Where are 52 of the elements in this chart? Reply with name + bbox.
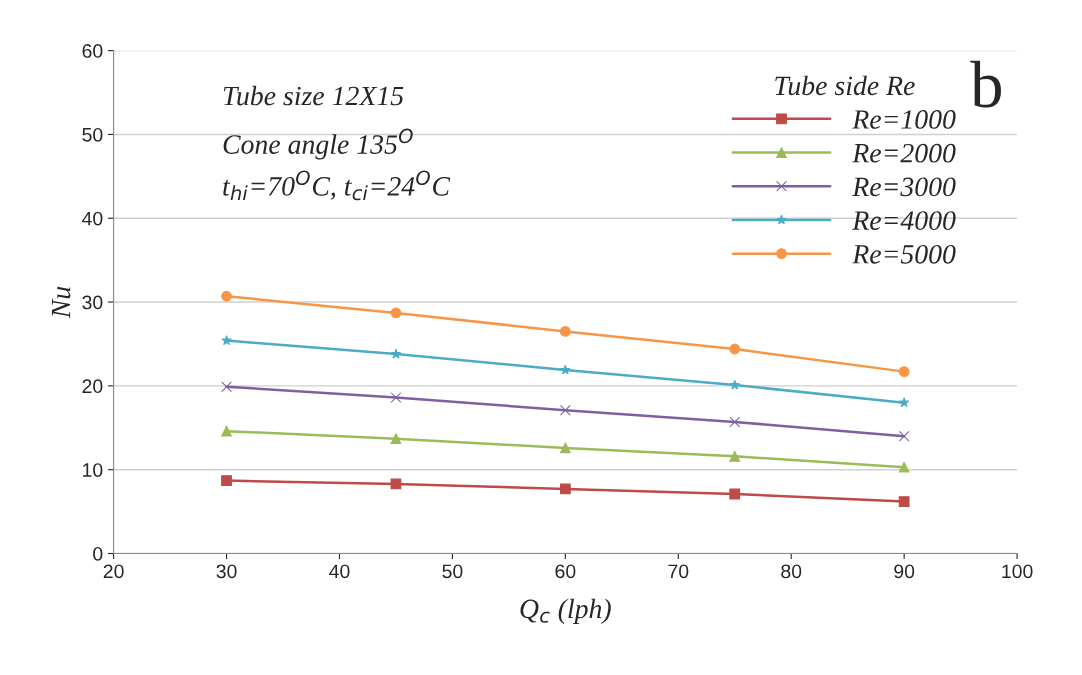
- legend-title: Tube side Re: [775, 75, 915, 96]
- point: [899, 397, 910, 408]
- point: [390, 392, 402, 403]
- point: [221, 381, 232, 393]
- point: [729, 488, 741, 500]
- y-tick-label: 30: [82, 295, 103, 310]
- point: [221, 290, 232, 302]
- point: [559, 326, 571, 337]
- point: [729, 450, 741, 462]
- point: [221, 335, 232, 346]
- y-tick-label: 40: [82, 211, 103, 226]
- y-tick-label: 10: [83, 463, 103, 477]
- y-tick-label: 50: [82, 127, 103, 142]
- legend-label: Re=1000: [852, 110, 956, 129]
- x-tick-label: 70: [668, 564, 689, 579]
- x-tick-label: 100: [1002, 564, 1033, 579]
- x-tick-label: 30: [216, 564, 237, 579]
- point: [559, 442, 571, 454]
- point: [898, 366, 910, 378]
- legend-label: Re=3000: [852, 177, 956, 197]
- legend-label: Re=4000: [852, 211, 956, 230]
- y-tick-label: 60: [82, 44, 103, 58]
- x-tick-label: 50: [442, 564, 463, 579]
- point: [221, 475, 232, 486]
- x-tick-label: 90: [894, 564, 915, 579]
- point: [898, 461, 910, 473]
- legend-label: Re=2000: [852, 143, 956, 163]
- annotation: Tube size 12X15: [223, 85, 404, 106]
- x-axis-title: Q$_{c}$ (lph): [520, 598, 611, 624]
- y-axis-title: Nu: [51, 286, 71, 319]
- point: [559, 483, 571, 495]
- x-tick-label: 20: [103, 564, 124, 579]
- x-tick-label: 80: [781, 564, 802, 579]
- point: [390, 307, 402, 319]
- point: [729, 416, 741, 428]
- point: [898, 430, 910, 442]
- legend-label: Re=5000: [852, 244, 956, 264]
- annotation: Cone angle 135$^{O}$: [223, 128, 413, 160]
- point: [729, 343, 741, 355]
- point: [898, 496, 910, 507]
- point: [390, 348, 402, 359]
- point: [729, 379, 740, 390]
- text: t$_{hi}$=70$^{O}$C, t$_{ci}$=24$^{O}$C: [223, 170, 451, 201]
- point: [559, 404, 571, 416]
- point: [221, 425, 232, 437]
- y-tick-label: 20: [82, 379, 103, 394]
- point: [560, 364, 571, 375]
- x-tick-label: 60: [555, 564, 576, 579]
- annotation: b: [970, 60, 1001, 108]
- point: [390, 433, 402, 445]
- y-tick-label: 0: [93, 546, 103, 561]
- x-tick-label: 40: [329, 564, 350, 579]
